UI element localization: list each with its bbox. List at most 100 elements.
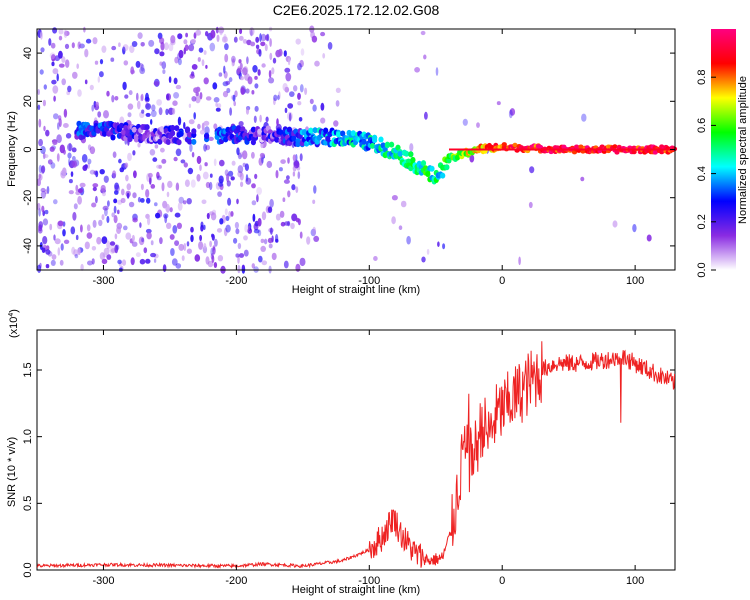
y-tick-label: 40 [22, 47, 34, 59]
spectrogram-noise-cell [150, 119, 153, 125]
x-tick-label: 0 [499, 575, 505, 587]
spectrogram-noise-cell [56, 73, 59, 82]
spectrogram-noise-cell [199, 129, 205, 135]
spectrogram-noise-cell [92, 186, 97, 192]
spectrogram-noise-cell [299, 153, 303, 162]
spectrogram-noise-cell [231, 160, 236, 166]
colorbar-label: Normalized spectral amplitude [737, 76, 749, 224]
spectrogram-noise-cell [196, 155, 202, 165]
spectrogram-noise-cell [141, 109, 145, 114]
y-tick-label: 20 [22, 95, 34, 107]
spectrogram-noise-cell [335, 100, 340, 107]
spectrogram-noise-cell [91, 246, 97, 251]
spectrogram-noise-cell [117, 209, 120, 215]
spectrogram-noise-cell [266, 160, 273, 169]
spectrogram-noise-cell [414, 67, 420, 73]
spectrogram-noise-cell [140, 42, 145, 47]
spectrogram-noise-cell [286, 175, 290, 180]
spectrogram-noise-cell [133, 170, 137, 179]
spectrogram-noise-cell [313, 185, 317, 194]
spectrogram-noise-cell [114, 96, 119, 101]
spectrogram-noise-cell [74, 254, 79, 259]
spectrogram-signal-cell [235, 125, 242, 132]
spectrogram-noise-cell [177, 58, 182, 66]
spectrogram-noise-cell [236, 198, 239, 205]
spectrogram-noise-cell [178, 243, 185, 251]
spectrogram-signal-cell [257, 128, 263, 135]
spectrogram-noise-cell [67, 143, 73, 152]
spectrogram-noise-cell [80, 224, 83, 233]
spectrogram-noise-cell [49, 146, 55, 152]
spectrogram-noise-cell [42, 99, 47, 107]
spectrogram-noise-cell [245, 177, 252, 185]
spectrogram-noise-cell [299, 257, 306, 267]
spectrogram-noise-cell [304, 87, 308, 96]
spectrogram-noise-cell [251, 200, 257, 206]
spectrogram-noise-cell [158, 107, 163, 116]
spectrogram-noise-cell [99, 71, 104, 78]
spectrogram-noise-cell [170, 35, 176, 44]
spectrogram-noise-cell [85, 38, 92, 44]
spectrogram-noise-cell [56, 153, 60, 162]
spectrogram-noise-cell [112, 151, 117, 158]
spectrogram-noise-cell [111, 45, 117, 51]
spectrogram-signal-cell [410, 156, 416, 163]
spectrogram-noise-cell [612, 220, 618, 228]
spectrogram-noise-cell [297, 92, 301, 100]
spectrogram-noise-cell [280, 221, 286, 227]
spectrogram-noise-cell [145, 103, 152, 110]
spectrogram-noise-cell [271, 235, 274, 243]
spectrogram-noise-cell [283, 179, 290, 184]
spectrogram-noise-cell [168, 76, 172, 83]
spectrogram-noise-cell [42, 243, 46, 249]
spectrogram-noise-cell [72, 71, 78, 79]
spectrogram-signal-cell [420, 160, 427, 167]
spectrogram-noise-cell [297, 101, 302, 106]
spectrogram-noise-cell [103, 247, 110, 256]
spectrogram-noise-cell [156, 99, 163, 106]
spectrogram-noise-cell [282, 197, 286, 202]
spectrogram-noise-cell [198, 241, 204, 250]
spectrogram-signal-cell [133, 136, 139, 143]
spectrogram-noise-cell [268, 77, 275, 84]
spectrogram-noise-cell [60, 169, 66, 179]
spectrogram-noise-cell [123, 60, 129, 66]
spectrogram-noise-cell [313, 235, 320, 242]
spectrogram-noise-cell [632, 224, 637, 233]
y-tick-label: 0 [22, 146, 34, 152]
spectrogram-noise-cell [426, 248, 430, 255]
spectrogram-noise-cell [148, 172, 153, 178]
spectrogram-noise-cell [240, 87, 245, 95]
spectrogram-noise-cell [182, 200, 187, 205]
snr-x-axis-label: Height of straight line (km) [292, 584, 420, 596]
spectrogram-noise-cell [529, 166, 535, 174]
spectrogram-noise-cell [435, 67, 439, 76]
spectrogram-noise-cell [89, 146, 96, 155]
spectrogram-noise-cell [145, 112, 151, 117]
spectrogram-noise-cell [268, 243, 273, 249]
spectrogram-noise-cell [185, 32, 189, 38]
spectrogram-noise-cell [124, 162, 129, 168]
spectrogram-noise-cell [102, 191, 106, 197]
spectrogram-noise-cell [76, 63, 79, 69]
spectrogram-noise-cell [77, 89, 82, 97]
spectrogram-noise-cell [77, 188, 83, 194]
spectrogram-noise-cell [391, 216, 396, 225]
spectrogram-noise-cell [61, 78, 66, 86]
spectrogram-signal-cell [204, 133, 210, 140]
spectrogram-noise-cell [183, 162, 188, 168]
spectrogram-signal-cell [174, 125, 180, 132]
spectrogram-noise-cell [580, 176, 585, 182]
spectrogram-noise-cell [283, 50, 287, 57]
spectrogram-signal-cell [176, 139, 182, 146]
spectrogram-noise-cell [314, 60, 320, 67]
spectrogram-noise-cell [106, 90, 110, 97]
spectrogram-noise-cell [52, 27, 58, 34]
spectrogram-noise-cell [312, 104, 317, 112]
spectrogram-noise-cell [58, 63, 65, 68]
spectrogram-signal-cell [340, 130, 346, 137]
spectrogram-noise-cell [299, 84, 304, 93]
spectrogram-noise-cell [166, 93, 170, 101]
spectrogram-noise-cell [203, 77, 209, 85]
